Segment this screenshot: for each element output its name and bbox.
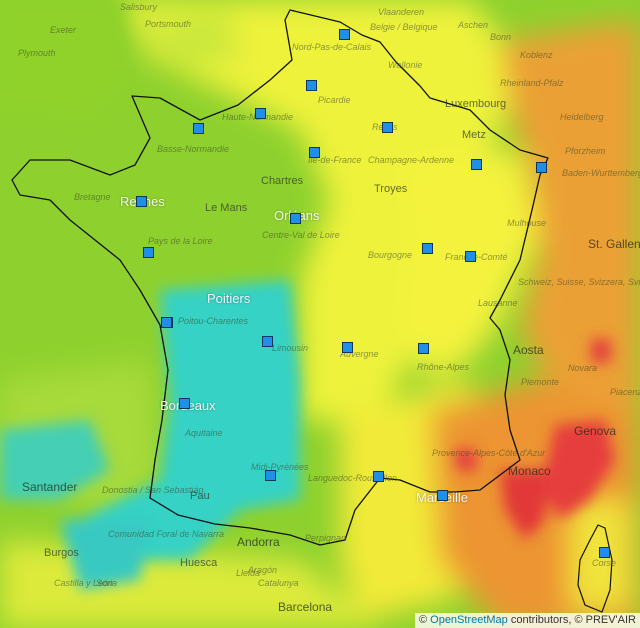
station-marker[interactable] <box>342 342 353 353</box>
station-marker[interactable] <box>422 243 433 254</box>
station-marker[interactable] <box>437 490 448 501</box>
osm-link[interactable]: OpenStreetMap <box>430 614 508 626</box>
station-marker[interactable] <box>418 343 429 354</box>
station-marker[interactable] <box>262 336 273 347</box>
station-marker[interactable] <box>373 471 384 482</box>
station-marker[interactable] <box>599 547 610 558</box>
station-marker[interactable] <box>471 159 482 170</box>
station-marker[interactable] <box>265 470 276 481</box>
station-marker[interactable] <box>161 317 172 328</box>
station-marker[interactable] <box>255 108 266 119</box>
station-marker[interactable] <box>536 162 547 173</box>
france-border <box>11 9 549 546</box>
station-marker[interactable] <box>382 122 393 133</box>
station-marker[interactable] <box>306 80 317 91</box>
station-marker[interactable] <box>465 251 476 262</box>
station-marker[interactable] <box>339 29 350 40</box>
station-marker[interactable] <box>143 247 154 258</box>
station-marker[interactable] <box>179 398 190 409</box>
station-marker[interactable] <box>136 196 147 207</box>
station-marker[interactable] <box>309 147 320 158</box>
station-marker[interactable] <box>193 123 204 134</box>
map-attribution: © OpenStreetMap contributors, © PREV'AIR <box>414 613 640 628</box>
corsica-outline <box>577 524 613 613</box>
station-marker[interactable] <box>290 213 301 224</box>
